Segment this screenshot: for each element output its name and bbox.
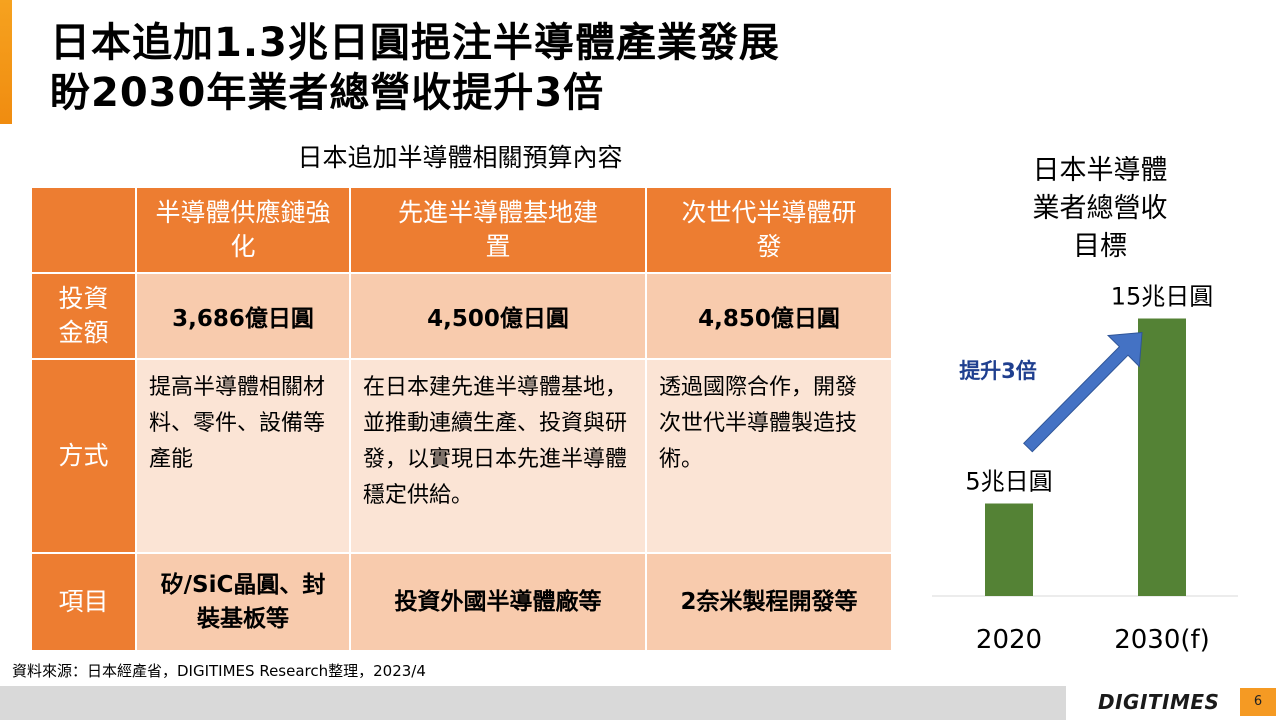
table-header-cell: 次世代半導體研發 (645, 186, 893, 274)
digitimes-logo: DIGITIMES (1098, 690, 1220, 714)
budget-table: 半導體供應鏈強化 先進半導體基地建置 次世代半導體研發 投資金額 3,686億日… (30, 186, 893, 652)
table-header-cell: 半導體供應鏈強化 (135, 186, 351, 274)
table-cell: 提高半導體相關材料、零件、設備等產能 (135, 358, 351, 554)
page-number: 6 (1240, 688, 1276, 716)
source-note: 資料來源：日本經產省，DIGITIMES Research整理，2023/4 (12, 662, 426, 680)
table-cell: 透過國際合作，開發次世代半導體製造技術。 (645, 358, 893, 554)
chart-title: 日本半導體業者總營收目標 (1032, 155, 1168, 262)
growth-arrow (1022, 331, 1143, 453)
table-cell: 在日本建先進半導體基地，並推動連續生產、投資與研發，以實現日本先進半導體穩定供給… (349, 358, 647, 554)
table-cell: 4,500億日圓 (349, 272, 647, 360)
table-cell: 矽/SiC晶圓、封裝基板等 (135, 552, 351, 652)
title-accent-bar (0, 0, 12, 124)
bar-data-label: 5兆日圓 (965, 468, 1052, 496)
table-row: 項目 矽/SiC晶圓、封裝基板等 投資外國半導體廠等 2奈米製程開發等 (30, 552, 893, 652)
table-row-label: 投資金額 (30, 272, 137, 360)
table-row-label: 方式 (30, 358, 137, 554)
x-tick-label: 2020 (976, 625, 1042, 655)
table-row: 方式 提高半導體相關材料、零件、設備等產能 在日本建先進半導體基地，並推動連續生… (30, 358, 893, 554)
table-row: 投資金額 3,686億日圓 4,500億日圓 4,850億日圓 (30, 272, 893, 360)
table-cell: 3,686億日圓 (135, 272, 351, 360)
table-row-label: 項目 (30, 552, 137, 652)
table-corner-cell (30, 186, 137, 274)
table-header-cell: 先進半導體基地建置 (349, 186, 647, 274)
table-cell: 4,850億日圓 (645, 272, 893, 360)
slide-title: 日本追加1.3兆日圓挹注半導體產業發展 盼2030年業者總營收提升3倍 (50, 18, 1150, 118)
table-header-row: 半導體供應鏈強化 先進半導體基地建置 次世代半導體研發 (30, 186, 893, 274)
table-caption: 日本追加半導體相關預算內容 (297, 143, 623, 172)
table-cell: 2奈米製程開發等 (645, 552, 893, 652)
footer-bar (0, 686, 1066, 720)
table-cell: 投資外國半導體廠等 (349, 552, 647, 652)
slide-title-line2: 盼2030年業者總營收提升3倍 (50, 70, 605, 116)
bar (985, 503, 1033, 596)
growth-annotation: 提升3倍 (959, 359, 1037, 383)
bar (1138, 318, 1186, 596)
bar-data-label: 15兆日圓 (1111, 283, 1214, 311)
x-tick-label: 2030(f) (1114, 625, 1210, 655)
revenue-chart: 5兆日圓 2020 15兆日圓 2030(f) 提升3倍 (932, 283, 1238, 655)
slide-title-line1: 日本追加1.3兆日圓挹注半導體產業發展 (50, 20, 780, 66)
